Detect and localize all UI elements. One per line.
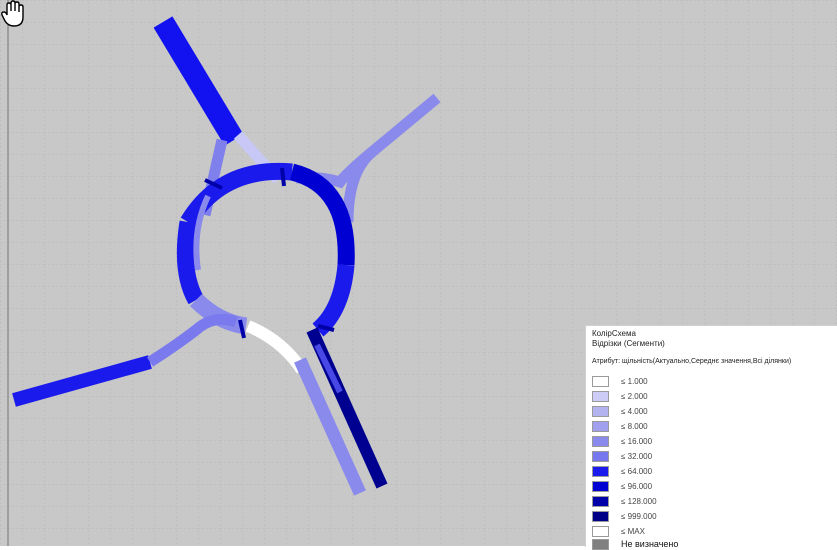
legend-item: ≤ 32.000	[592, 450, 652, 462]
legend-item-label: ≤ 64.000	[621, 466, 653, 476]
legend-item: ≤ 4.000	[592, 405, 648, 417]
legend-item: ≤ 8.000	[592, 420, 648, 432]
legend-item: Не визначено	[592, 538, 678, 550]
legend-swatch	[592, 375, 609, 387]
legend-item: ≤ 2.000	[592, 390, 648, 402]
legend-swatch	[592, 390, 609, 402]
legend-attribute: Атрибут: щільність(Актуально,Середнє зна…	[592, 358, 792, 365]
legend-item-label: ≤ 4.000	[621, 406, 648, 416]
legend-item: ≤ MAX	[592, 525, 645, 537]
legend-item-label: ≤ 128.000	[621, 496, 657, 506]
hand-pan-cursor-icon	[1, 0, 24, 27]
legend-title: КолірСхема	[592, 329, 636, 338]
legend-item-label: ≤ 2.000	[621, 391, 648, 401]
legend-item-label: ≤ 32.000	[621, 451, 653, 461]
legend-swatch	[592, 495, 609, 507]
legend-item-label: ≤ 96.000	[621, 481, 653, 491]
legend-item-label: ≤ 999.000	[621, 511, 657, 521]
segment-north-outer[interactable]	[153, 16, 244, 146]
legend-swatch	[592, 465, 609, 477]
marker-1	[280, 167, 286, 187]
legend-swatch	[592, 510, 609, 522]
legend-item: ≤ 16.000	[592, 435, 652, 447]
segment-south-inner-light[interactable]	[314, 343, 343, 394]
ring-segment-north[interactable]	[180, 162, 293, 227]
ring-segment-east[interactable]	[289, 163, 355, 266]
legend-item: ≤ 128.000	[592, 495, 657, 507]
legend-item-label: Не визначено	[621, 539, 679, 549]
segment-south-outer[interactable]	[294, 357, 366, 496]
marker-3	[238, 319, 246, 339]
legend-item-label: ≤ 8.000	[621, 421, 648, 431]
legend-swatch	[592, 435, 609, 447]
marker-4	[317, 324, 335, 332]
segment-southwest-outer[interactable]	[12, 355, 152, 407]
legend-item: ≤ 999.000	[592, 510, 657, 522]
legend-item: ≤ 64.000	[592, 465, 652, 477]
color-scheme-legend: КолірСхема Відрізки (Сегменти) Атрибут: …	[585, 325, 837, 550]
segment-southwest-entry[interactable]	[147, 313, 238, 367]
legend-swatch	[592, 405, 609, 417]
legend-item: ≤ 96.000	[592, 480, 652, 492]
legend-swatch	[592, 525, 609, 537]
legend-subtitle: Відрізки (Сегменти)	[592, 339, 665, 348]
legend-swatch	[592, 420, 609, 432]
legend-swatch	[592, 480, 609, 492]
ring-segment-inner-southwest[interactable]	[193, 194, 211, 271]
legend-item: ≤ 1.000	[592, 375, 648, 387]
legend-swatch	[592, 538, 609, 550]
legend-item-label: ≤ MAX	[621, 526, 645, 536]
legend-item-label: ≤ 1.000	[621, 376, 648, 386]
marker-2	[204, 178, 223, 190]
ring-segment-west[interactable]	[176, 220, 204, 305]
legend-swatch	[592, 450, 609, 462]
legend-item-label: ≤ 16.000	[621, 436, 653, 446]
